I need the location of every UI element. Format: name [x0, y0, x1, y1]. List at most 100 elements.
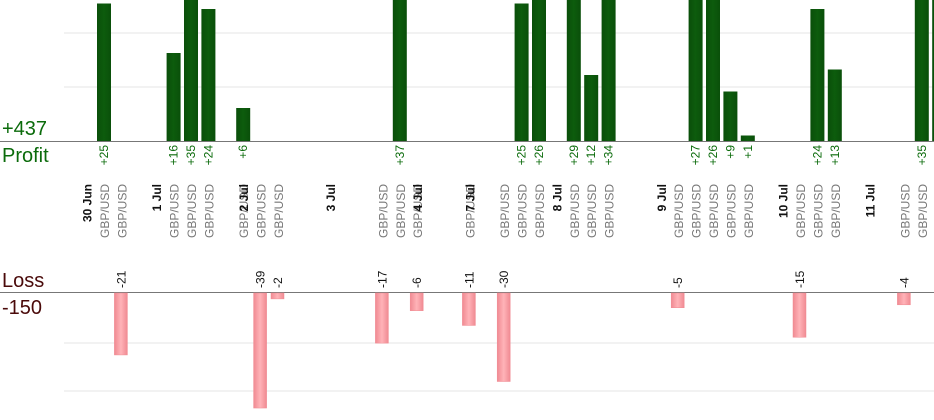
loss-value-label: -17: [375, 270, 389, 288]
loss-bar: [462, 292, 476, 326]
profit-bar: [584, 75, 599, 141]
profit-bar: [706, 0, 720, 141]
loss-value-label: -5: [671, 277, 685, 288]
date-label: 11 Jul: [864, 184, 878, 217]
profit-value-label: +34: [602, 145, 616, 166]
loss-bar: [897, 292, 911, 306]
loss-total: -150: [2, 297, 43, 319]
loss-bar: [114, 292, 128, 356]
loss-bar: [409, 292, 424, 311]
profit-value-label: +24: [810, 145, 824, 166]
loss-bar: [670, 292, 685, 308]
profit-value-label: +12: [584, 145, 598, 166]
loss-label: Loss: [2, 270, 45, 292]
profit-total: +437: [2, 118, 48, 140]
loss-bar: [270, 292, 285, 300]
symbol-label: GBP/USD: [237, 184, 251, 238]
date-label: 8 Jul: [550, 184, 564, 211]
loss-value-label: -6: [410, 277, 424, 288]
profit-value-label: +24: [201, 145, 215, 166]
symbol-label: GBP/USD: [742, 184, 756, 238]
profit-value-label: +6: [236, 145, 250, 159]
profit-value-label: +26: [532, 145, 546, 166]
profit-value-label: +37: [393, 145, 407, 166]
profit-value-label: +25: [97, 145, 111, 166]
loss-bar: [253, 292, 267, 409]
profit-bar: [740, 135, 755, 141]
symbol-label: GBP/USD: [168, 184, 182, 238]
symbol-label: GBP/USD: [603, 184, 617, 238]
date-label: 9 Jul: [655, 184, 669, 211]
symbol-label: GBP/USD: [272, 184, 286, 238]
symbol-label: GBP/USD: [690, 184, 704, 238]
profit-bar: [601, 0, 616, 141]
profit-bar: [514, 3, 529, 141]
profit-value-label: +16: [167, 145, 181, 166]
profit-bar: [810, 9, 825, 141]
profit-value-label: +29: [932, 145, 934, 166]
symbol-label: GBP/USD: [516, 184, 530, 238]
date-label: 1 Jul: [150, 184, 164, 211]
profit-bar: [566, 0, 581, 141]
profit-bar: [914, 0, 929, 141]
date-label: 30 Jun: [81, 184, 95, 222]
symbol-label: GBP/USD: [585, 184, 599, 238]
symbol-label: GBP/USD: [498, 184, 512, 238]
symbol-label: GBP/USD: [811, 184, 825, 238]
date-label: 3 Jul: [324, 184, 338, 211]
date-label: 4 Jul: [411, 184, 425, 211]
symbol-label: GBP/USD: [533, 184, 547, 238]
profit-bar: [184, 0, 198, 141]
symbol-label: GBP/USD: [568, 184, 582, 238]
symbol-label: GBP/USD: [115, 184, 129, 238]
symbol-label: GBP/USD: [672, 184, 686, 238]
loss-value-label: -15: [793, 270, 807, 288]
symbol-label: GBP/USD: [202, 184, 216, 238]
profit-bar: [532, 0, 546, 141]
profit-value-label: +35: [915, 145, 929, 166]
profit-value-label: +9: [723, 145, 737, 159]
profit-bar: [97, 3, 111, 141]
symbol-label: GBP/USD: [829, 184, 843, 238]
profit-bar: [723, 91, 738, 141]
profit-value-label: +1: [741, 145, 755, 159]
profit-bar: [688, 0, 703, 141]
profit-bar: [392, 0, 407, 141]
symbol-label: GBP/USD: [707, 184, 721, 238]
symbol-label: GBP/USD: [916, 184, 930, 238]
loss-value-label: -30: [497, 270, 511, 288]
date-label: 7 Jul: [463, 184, 477, 211]
profit-value-label: +27: [689, 145, 703, 166]
symbol-label: GBP/USD: [898, 184, 912, 238]
date-label: 10 Jul: [777, 184, 791, 218]
loss-value-label: -4: [897, 277, 911, 288]
symbol-label: GBP/USD: [98, 184, 112, 238]
symbol-label: GBP/USD: [724, 184, 738, 238]
symbol-label: GBP/USD: [411, 184, 425, 238]
profit-value-label: +35: [184, 145, 198, 166]
symbol-label: GBP/USD: [394, 184, 408, 238]
symbol-label: GBP/USD: [794, 184, 808, 238]
profit-bar: [201, 9, 216, 141]
profit-value-label: +26: [706, 145, 720, 166]
loss-value-label: -39: [254, 270, 268, 288]
symbol-label: GBP/USD: [185, 184, 199, 238]
loss-value-label: -21: [114, 270, 128, 288]
symbol-label: GBP/USD: [255, 184, 269, 238]
loss-bar: [375, 292, 389, 344]
profit-bar: [166, 53, 181, 141]
profit-value-label: +13: [828, 145, 842, 166]
symbol-label: GBP/USD: [376, 184, 390, 238]
loss-bar: [496, 292, 511, 382]
profit-value-label: +29: [567, 145, 581, 166]
profit-value-label: +25: [515, 145, 529, 166]
date-label: 2 Jul: [237, 184, 251, 211]
loss-value-label: -11: [462, 271, 476, 288]
profit-label: Profit: [2, 145, 49, 167]
loss-value-label: -2: [271, 277, 285, 288]
profit-bar: [827, 69, 842, 141]
profit-bar: [932, 0, 934, 141]
symbol-label: GBP/USD: [463, 184, 477, 238]
profit-bar: [236, 108, 251, 141]
